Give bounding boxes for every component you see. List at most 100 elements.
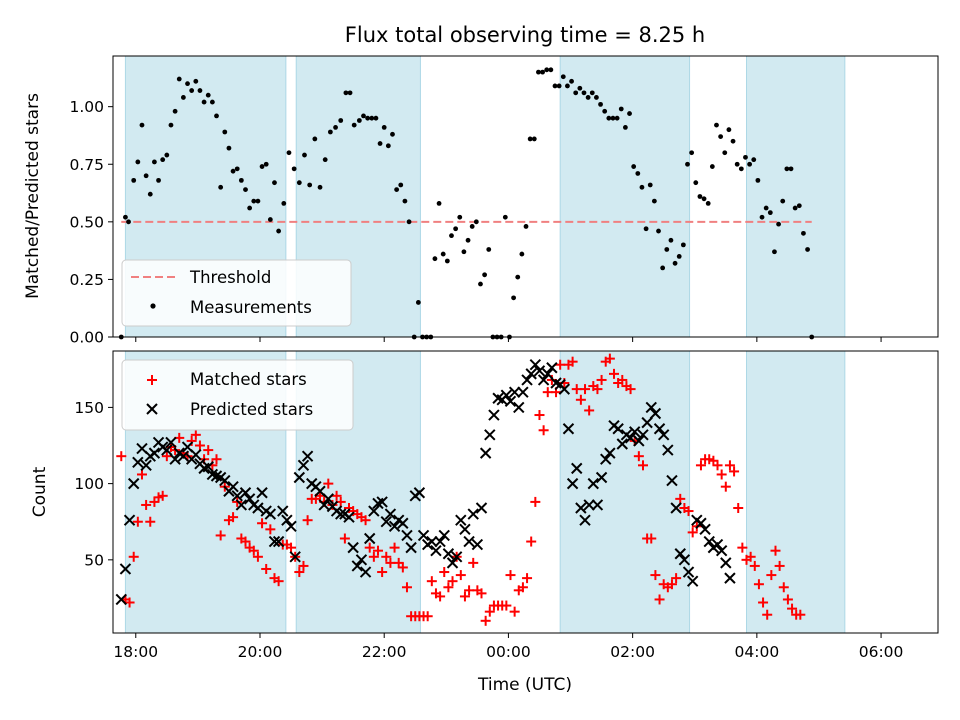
- measurement-point: [585, 95, 591, 100]
- matched-star-point: [468, 557, 479, 568]
- predicted-star-point: [388, 520, 401, 533]
- measurement-point: [747, 161, 753, 167]
- matched-star-point: [401, 582, 412, 593]
- matched-star-point: [774, 560, 785, 571]
- x-tick-label: 22:00: [362, 643, 407, 661]
- measurement-point: [291, 166, 297, 172]
- matched-star-point: [695, 460, 706, 471]
- predicted-star-point: [575, 502, 587, 514]
- predicted-star-point: [165, 436, 177, 449]
- matched-star-point: [377, 567, 388, 578]
- measurement-point: [263, 161, 269, 167]
- matched-star-point: [203, 445, 214, 456]
- predicted-star-point: [384, 508, 397, 520]
- matched-star-point: [758, 597, 769, 608]
- measurement-point: [185, 81, 190, 87]
- matched-star-point: [617, 374, 628, 385]
- measurement-point: [581, 90, 587, 96]
- matched-star-point: [687, 527, 698, 538]
- measurement-point: [302, 152, 307, 158]
- predicted-star-point: [500, 389, 513, 401]
- matched-star-point: [190, 429, 201, 440]
- legend-threshold-label: Threshold: [189, 268, 271, 287]
- predicted-star-point: [376, 496, 388, 508]
- measurement-point: [701, 196, 707, 202]
- measurement-point: [243, 187, 248, 192]
- matched-star-point: [128, 551, 139, 562]
- measurement-point: [356, 118, 362, 123]
- predicted-star-point: [604, 447, 616, 459]
- matched-star-point: [592, 384, 603, 395]
- measurement-point: [469, 224, 475, 229]
- measurement-point: [523, 224, 529, 229]
- measurement-point: [511, 295, 516, 301]
- measurement-point: [123, 214, 128, 220]
- top-legend: Threshold Measurements: [121, 259, 352, 327]
- predicted-star-point: [438, 529, 450, 542]
- measurement-point: [776, 221, 781, 227]
- measurement-point: [519, 251, 525, 257]
- predicted-star-point: [426, 535, 438, 548]
- matched-star-point: [211, 454, 222, 465]
- predicted-star-point: [542, 368, 554, 380]
- measurement-point: [660, 265, 666, 271]
- predicted-star-point: [434, 535, 446, 548]
- predicted-star-point: [347, 541, 359, 554]
- measurement-point: [189, 88, 195, 93]
- measurement-point: [796, 203, 802, 209]
- predicted-star-point: [190, 448, 202, 461]
- measurement-point: [135, 159, 141, 165]
- y-tick-label: 100: [74, 475, 104, 493]
- predicted-star-point: [252, 502, 264, 514]
- predicted-star-point: [277, 505, 289, 517]
- matched-star-point: [443, 582, 454, 593]
- predicted-star-point: [281, 514, 293, 526]
- matched-star-point: [712, 460, 723, 471]
- measurement-point: [369, 115, 375, 121]
- legend-matched-label: Matched stars: [190, 370, 307, 389]
- matched-star-point: [389, 542, 400, 553]
- measurement-point: [606, 115, 612, 121]
- measurement-point: [164, 152, 170, 158]
- matched-star-point: [733, 503, 744, 514]
- measurement-point: [565, 83, 570, 89]
- predicted-star-point: [219, 474, 231, 487]
- matched-star-point: [161, 451, 172, 462]
- predicted-star-point: [169, 453, 181, 465]
- observing-band: [559, 55, 691, 338]
- bottom-x-ticks: 18:00 20:00 22:00 00:00 02:00 04:00 06:00: [113, 633, 903, 661]
- measurement-point: [201, 99, 207, 105]
- measurement-point: [267, 217, 273, 222]
- measurement-point: [143, 173, 149, 179]
- measurement-point: [234, 166, 240, 172]
- predicted-star-point: [686, 575, 699, 587]
- measurement-point: [697, 194, 703, 199]
- matched-star-point: [484, 606, 495, 617]
- matched-star-point: [435, 591, 446, 602]
- measurement-point: [560, 74, 566, 80]
- predicted-star-point: [355, 554, 368, 566]
- measurement-point: [755, 177, 761, 183]
- measurement-point: [627, 111, 632, 116]
- measurement-point: [398, 182, 404, 188]
- measurement-point: [327, 129, 333, 135]
- measurement-point: [238, 177, 244, 183]
- matched-star-point: [339, 533, 350, 544]
- predicted-star-point: [653, 423, 666, 435]
- measurement-point: [317, 184, 323, 190]
- measurement-point: [594, 95, 599, 100]
- predicted-star-point: [670, 502, 682, 514]
- matched-star-point: [273, 576, 284, 587]
- measurement-point: [486, 247, 492, 252]
- measurement-point: [281, 201, 287, 206]
- measurement-point: [465, 237, 471, 243]
- measurement-point: [247, 205, 253, 211]
- measurement-point: [772, 249, 777, 255]
- measurement-point: [272, 180, 277, 186]
- measurement-point: [536, 69, 541, 75]
- measurement-point: [631, 164, 637, 169]
- predicted-star-point: [442, 548, 455, 560]
- bottom-legend-box: [121, 359, 354, 431]
- matched-star-point: [795, 609, 806, 620]
- predicted-star-point: [455, 514, 467, 526]
